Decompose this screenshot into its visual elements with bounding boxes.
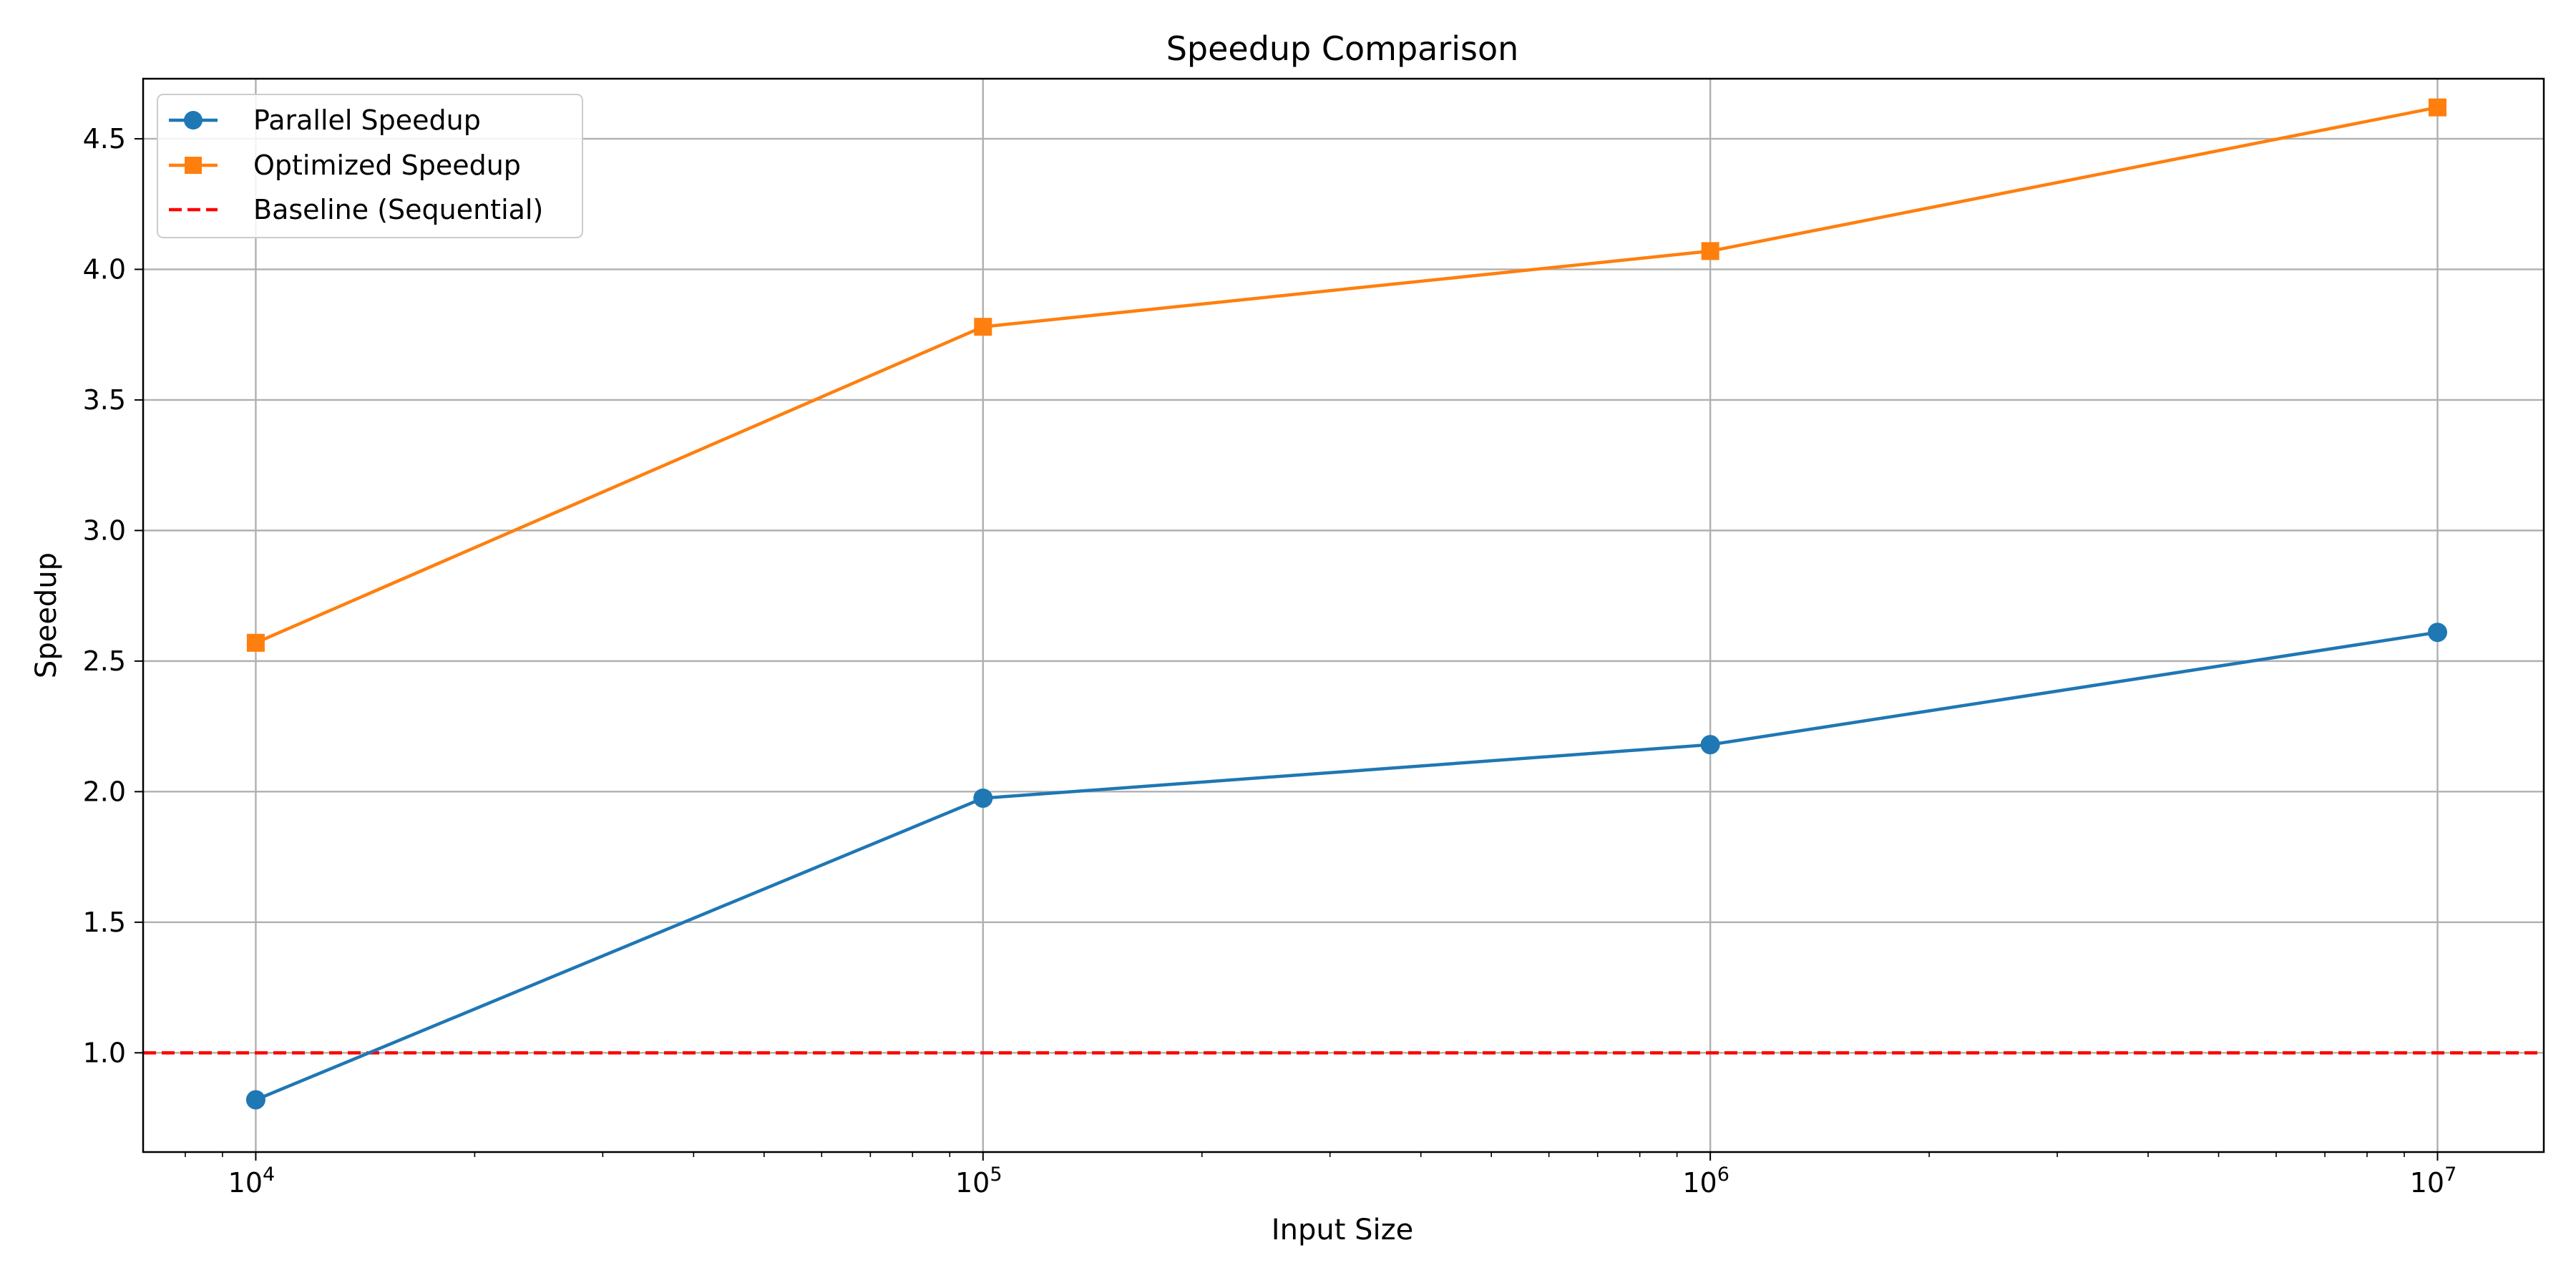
data-point-circle [245,1090,265,1110]
legend-marker-square [185,157,202,174]
data-point-circle [2427,623,2447,643]
y-axis-label: Speedup [30,552,63,678]
series-line-1 [255,105,2438,645]
x-tick-exponent: 4 [263,1163,275,1186]
x-tick-base: 10 [228,1167,263,1199]
legend-label: Parallel Speedup [253,104,481,136]
legend-marker-circle [184,111,203,130]
y-tick-label: 2.0 [83,776,126,807]
y-tick-label: 1.5 [83,907,126,938]
y-tick-label: 3.5 [83,384,126,416]
x-tick-label: 107 [2410,1163,2457,1199]
data-point-square [246,633,265,652]
chart-title: Speedup Comparison [1166,29,1519,68]
x-tick-exponent: 6 [1717,1163,1729,1186]
data-point-circle [973,788,993,808]
plot-frame [142,77,2545,1153]
x-tick-label: 104 [228,1163,275,1199]
legend-label: Baseline (Sequential) [253,194,543,225]
y-tick-label: 1.0 [83,1037,126,1068]
legend-box [157,94,583,238]
legend-label: Optimized Speedup [253,150,521,181]
series-line-0 [255,630,2438,1102]
x-axis-label: Input Size [1272,1214,1413,1246]
y-tick-label: 4.5 [83,123,126,155]
x-tick-exponent: 5 [990,1163,1002,1186]
y-tick-label: 4.0 [83,253,126,285]
y-tick-label: 3.0 [83,514,126,546]
data-point-square [974,318,992,336]
x-tick-base: 10 [2410,1167,2444,1199]
data-point-square [2428,98,2446,117]
data-point-square [1701,242,1719,260]
data-point-circle [1700,735,1720,755]
x-tick-label: 106 [1682,1163,1729,1199]
x-tick-exponent: 7 [2444,1163,2457,1186]
x-tick-label: 105 [955,1163,1002,1199]
x-tick-base: 10 [955,1167,990,1199]
x-tick-base: 10 [1682,1167,1717,1199]
y-tick-label: 2.5 [83,645,126,677]
legend: Parallel Speedup Optimized Speedup Baselin… [157,94,583,238]
series-layer [245,98,2447,1110]
